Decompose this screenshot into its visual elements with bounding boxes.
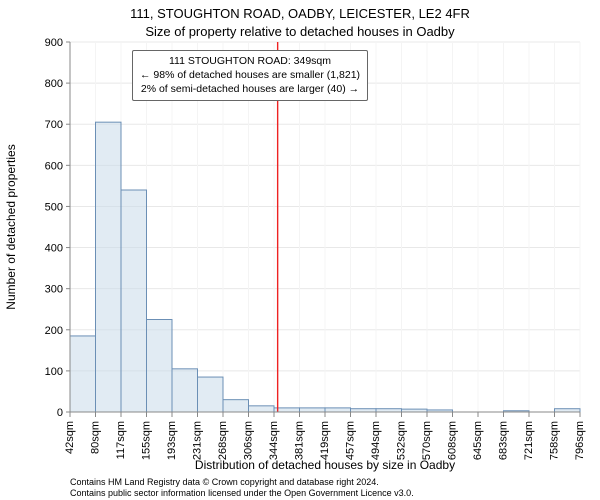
svg-text:193sqm: 193sqm	[166, 421, 178, 460]
svg-text:500: 500	[45, 201, 63, 213]
svg-text:600: 600	[45, 160, 63, 172]
annotation-box: 111 STOUGHTON ROAD: 349sqm ← 98% of deta…	[132, 50, 368, 101]
svg-text:570sqm: 570sqm	[421, 421, 433, 460]
svg-text:155sqm: 155sqm	[141, 421, 153, 460]
svg-text:117sqm: 117sqm	[115, 421, 127, 459]
svg-text:758sqm: 758sqm	[549, 421, 561, 460]
svg-text:80sqm: 80sqm	[90, 421, 102, 454]
svg-text:494sqm: 494sqm	[370, 421, 382, 460]
svg-text:900: 900	[45, 37, 63, 49]
svg-text:419sqm: 419sqm	[319, 421, 331, 460]
title-line1: 111, STOUGHTON ROAD, OADBY, LEICESTER, L…	[0, 6, 600, 21]
title-line2: Size of property relative to detached ho…	[0, 24, 600, 39]
footer-line1: Contains HM Land Registry data © Crown c…	[70, 477, 414, 487]
svg-text:100: 100	[45, 366, 63, 378]
svg-text:42sqm: 42sqm	[64, 421, 76, 454]
svg-text:532sqm: 532sqm	[396, 421, 408, 460]
svg-text:645sqm: 645sqm	[472, 421, 484, 460]
svg-text:300: 300	[45, 284, 63, 296]
svg-text:608sqm: 608sqm	[447, 421, 459, 460]
svg-text:700: 700	[45, 119, 63, 131]
svg-text:796sqm: 796sqm	[574, 421, 586, 460]
svg-text:721sqm: 721sqm	[523, 421, 535, 460]
svg-text:381sqm: 381sqm	[294, 421, 306, 460]
svg-text:457sqm: 457sqm	[345, 421, 357, 460]
annotation-line1: 111 STOUGHTON ROAD: 349sqm	[140, 54, 360, 68]
annotation-line2: ← 98% of detached houses are smaller (1,…	[140, 68, 360, 82]
annotation-line3: 2% of semi-detached houses are larger (4…	[140, 82, 360, 96]
svg-text:306sqm: 306sqm	[243, 421, 255, 460]
svg-text:200: 200	[45, 325, 63, 337]
svg-text:400: 400	[45, 243, 63, 255]
svg-text:268sqm: 268sqm	[217, 421, 229, 460]
svg-text:231sqm: 231sqm	[192, 421, 204, 460]
svg-text:800: 800	[45, 78, 63, 90]
y-axis-label: Number of detached properties	[4, 0, 18, 42]
svg-text:683sqm: 683sqm	[498, 421, 510, 460]
chart-container: 111, STOUGHTON ROAD, OADBY, LEICESTER, L…	[0, 0, 600, 500]
svg-text:344sqm: 344sqm	[268, 421, 280, 460]
x-axis-label: Distribution of detached houses by size …	[70, 458, 580, 472]
footer: Contains HM Land Registry data © Crown c…	[70, 477, 414, 498]
footer-line2: Contains public sector information licen…	[70, 488, 414, 498]
svg-text:0: 0	[57, 407, 63, 419]
